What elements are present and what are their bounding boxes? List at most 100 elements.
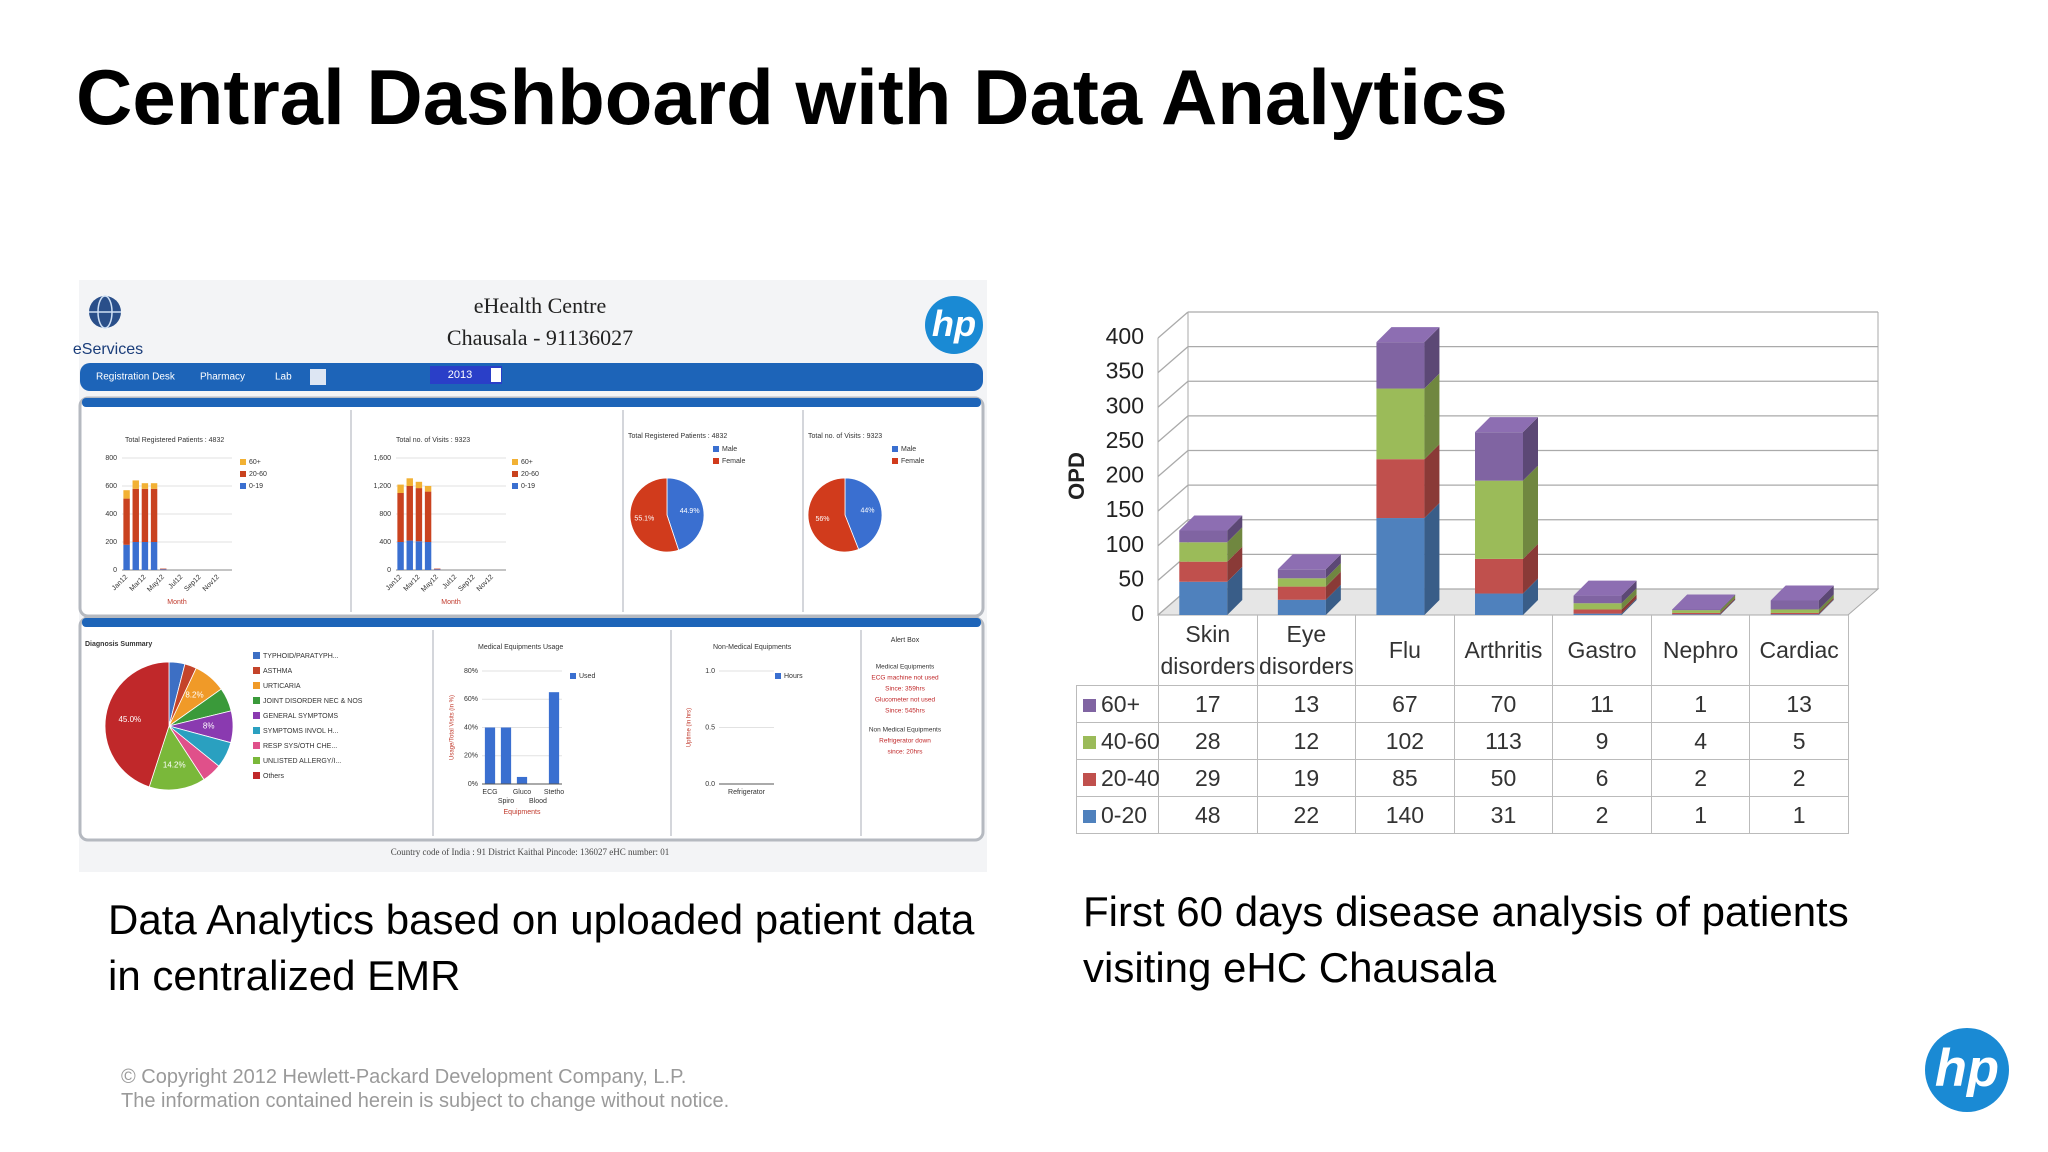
bar-segment bbox=[397, 542, 404, 570]
legend-swatch bbox=[1083, 772, 1096, 786]
legend-swatch bbox=[512, 471, 518, 477]
legend-label: 0-19 bbox=[249, 483, 263, 490]
bar bbox=[516, 776, 528, 784]
legend-entry: 0-20 bbox=[1076, 796, 1159, 834]
table-row: 20-40 29 19 85 50 6 2 2 bbox=[1076, 759, 1849, 797]
bar-segment bbox=[1672, 612, 1721, 615]
data-value: 13 bbox=[1749, 685, 1849, 723]
bar-segment bbox=[1770, 609, 1819, 613]
bar-segment bbox=[1179, 581, 1228, 615]
bar-segment-side bbox=[1523, 543, 1538, 594]
x-tick-label: Eye disorders bbox=[1256, 615, 1357, 686]
y-tick-label: 400 bbox=[105, 511, 117, 518]
bar-segment bbox=[1376, 518, 1425, 615]
legend-swatch bbox=[253, 682, 260, 689]
x-tick-label: ECG bbox=[482, 789, 497, 796]
data-value: 17 bbox=[1158, 685, 1258, 723]
data-value: 2 bbox=[1749, 759, 1849, 797]
x-tick-label: Flu bbox=[1355, 615, 1455, 686]
bar-segment bbox=[406, 540, 413, 570]
panel-band bbox=[82, 398, 981, 407]
bar-segment-side bbox=[1227, 546, 1243, 582]
data-value: 1 bbox=[1650, 685, 1751, 723]
slide-title: Central Dashboard with Data Analytics bbox=[76, 53, 1508, 141]
bar-segment-side bbox=[1621, 594, 1637, 614]
nav-bar bbox=[80, 363, 983, 391]
x-tick-label: Skin disorders bbox=[1158, 615, 1258, 686]
panel-title: Non-Medical Equipments bbox=[713, 644, 792, 651]
alert-line: Since: 545hrs bbox=[885, 708, 925, 715]
y-tick-label: 400 bbox=[379, 539, 391, 546]
data-value: 2 bbox=[1650, 759, 1751, 797]
bar bbox=[484, 727, 496, 784]
legend-swatch bbox=[253, 712, 260, 719]
bar-segment bbox=[1770, 600, 1819, 610]
x-axis-label: Month bbox=[441, 599, 461, 606]
y-tick-label: 800 bbox=[379, 511, 391, 518]
bar-segment-side bbox=[1523, 465, 1538, 559]
y-tick-label: 1,600 bbox=[373, 455, 391, 462]
y-tick-label: 250 bbox=[1106, 427, 1144, 453]
bar-segment bbox=[1573, 595, 1622, 604]
legend-label: 20-60 bbox=[249, 471, 267, 478]
bar-segment bbox=[132, 488, 139, 542]
alert-title: Alert Box bbox=[891, 637, 920, 644]
bar-segment bbox=[1672, 610, 1721, 613]
bar-segment bbox=[123, 498, 130, 545]
alert-line: Since: 359hrs bbox=[885, 686, 925, 693]
y-tick-label: 0% bbox=[468, 781, 478, 788]
bar-segment-side bbox=[1818, 585, 1834, 610]
panel-title: Diagnosis Summary bbox=[85, 641, 152, 648]
y-tick-label: 50 bbox=[1118, 565, 1144, 591]
legend-label: 0-20 bbox=[1101, 801, 1148, 828]
hp-logo bbox=[1925, 1028, 2009, 1112]
year-dropdown bbox=[491, 368, 501, 382]
bar-segment bbox=[1179, 561, 1228, 582]
bar-segment bbox=[1573, 603, 1622, 610]
bar-segment bbox=[415, 481, 423, 489]
legend-swatch bbox=[1083, 698, 1096, 712]
x-axis-label: Month bbox=[167, 599, 187, 606]
bar-segment-side bbox=[1325, 554, 1341, 579]
bar-segment-side bbox=[1424, 327, 1440, 389]
bar-segment bbox=[1475, 432, 1523, 481]
bar-segment bbox=[141, 488, 149, 542]
panel-title: Total Registered Patients : 4832 bbox=[125, 437, 224, 444]
grid-line bbox=[1157, 415, 1189, 443]
legend-swatch bbox=[240, 471, 246, 477]
grid-line bbox=[1157, 346, 1189, 374]
legend-label: TYPHOID/PARATYPH... bbox=[263, 653, 339, 660]
legend-label: 0-19 bbox=[521, 483, 535, 490]
table-corner bbox=[1077, 615, 1159, 686]
legend-label: Female bbox=[901, 458, 924, 465]
bar-segment-side bbox=[1523, 417, 1538, 481]
legend-swatch bbox=[253, 757, 260, 764]
data-value: 102 bbox=[1355, 722, 1455, 760]
x-tick-label: Gastro bbox=[1552, 615, 1652, 686]
bar-segment bbox=[160, 569, 167, 570]
legend-swatch bbox=[253, 652, 260, 659]
bar-segment bbox=[1770, 612, 1819, 615]
legend-swatch bbox=[240, 459, 246, 465]
data-value: 11 bbox=[1552, 685, 1652, 723]
grid-line bbox=[1157, 519, 1189, 547]
bar-segment bbox=[1277, 599, 1326, 615]
bar-segment-side bbox=[1227, 527, 1243, 562]
y-tick-label: 200 bbox=[1106, 462, 1144, 488]
bar-segment bbox=[406, 486, 413, 541]
pie-slice bbox=[844, 477, 883, 550]
data-value: 13 bbox=[1256, 685, 1357, 723]
legend-swatch bbox=[253, 772, 260, 779]
data-value: 70 bbox=[1453, 685, 1554, 723]
y-tick-label: 300 bbox=[1106, 392, 1144, 418]
y-tick-label: 0 bbox=[113, 567, 117, 574]
bar-segment bbox=[123, 490, 130, 499]
bar-segment bbox=[1573, 613, 1622, 615]
bar-segment bbox=[150, 542, 158, 570]
bar-top bbox=[1475, 417, 1538, 433]
caption: First 60 days disease analysis of patien… bbox=[1083, 888, 1849, 991]
data-value: 67 bbox=[1355, 685, 1455, 723]
legend-swatch bbox=[1083, 735, 1096, 749]
data-value: 4 bbox=[1650, 722, 1751, 760]
